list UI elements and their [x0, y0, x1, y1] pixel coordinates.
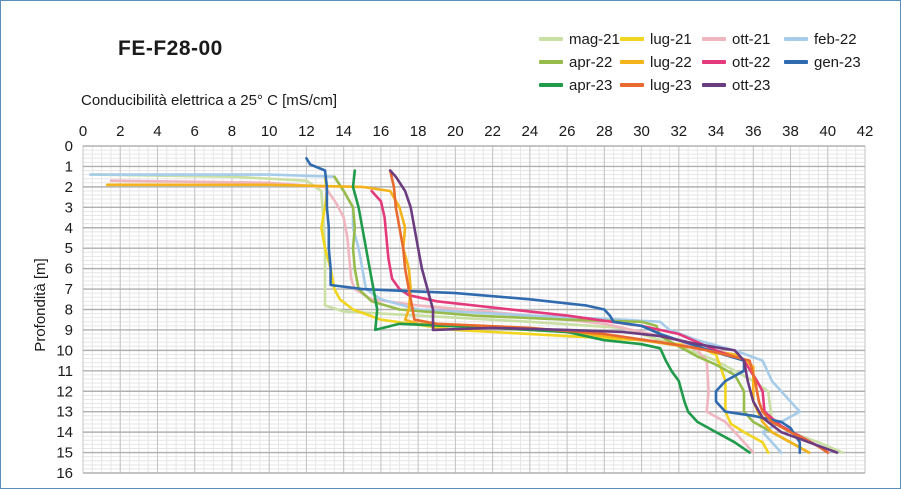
legend-swatch — [539, 60, 563, 64]
x-tick-label: 34 — [708, 123, 725, 140]
series-line-ott-21 — [109, 179, 755, 454]
y-tick-label: 9 — [65, 322, 73, 339]
y-tick-label: 12 — [56, 383, 73, 400]
legend-item: gen-23 — [784, 51, 861, 73]
legend-item: lug-21 — [620, 28, 692, 50]
y-tick-label: 16 — [56, 465, 73, 482]
legend-swatch — [702, 83, 726, 87]
legend-label: ott-23 — [732, 76, 771, 94]
legend-swatch — [784, 60, 808, 64]
series-line-apr-23 — [351, 169, 751, 454]
legend-swatch — [620, 83, 644, 87]
x-tick-label: 32 — [670, 123, 687, 140]
x-tick-label: 38 — [782, 123, 799, 140]
chart-legend: mag-21 lug-21 ott-21 feb-22 apr-22 lug-22 ott-… — [539, 28, 869, 98]
legend-label: lug-21 — [650, 30, 692, 48]
x-tick-labels: 0 2 4 6 8 10 12 14 16 18 20 22 24 26 28 30 32 34 36 38 40 42 — [79, 123, 874, 140]
legend-label: ott-22 — [732, 53, 771, 71]
y-tick-label: 3 — [65, 199, 73, 216]
x-tick-label: 4 — [153, 123, 161, 140]
legend-swatch — [620, 60, 644, 64]
x-tick-label: 20 — [447, 123, 464, 140]
legend-label: apr-22 — [569, 53, 613, 71]
y-axis-title: Profondità [m] — [32, 258, 49, 351]
x-tick-label: 16 — [373, 123, 390, 140]
x-tick-label: 0 — [79, 123, 87, 140]
y-tick-label: 1 — [65, 158, 73, 175]
y-tick-label: 10 — [56, 342, 73, 359]
x-tick-label: 18 — [410, 123, 427, 140]
x-tick-label: 14 — [335, 123, 352, 140]
x-tick-label: 2 — [116, 123, 124, 140]
legend-label: gen-23 — [814, 53, 861, 71]
legend-swatch — [620, 37, 644, 41]
legend-swatch — [784, 37, 808, 41]
x-tick-label: 42 — [857, 123, 874, 140]
y-tick-label: 2 — [65, 179, 73, 196]
x-tick-label: 10 — [261, 123, 278, 140]
x-tick-label: 36 — [745, 123, 762, 140]
chart-title: FE-F28-00 — [118, 37, 223, 60]
x-tick-label: 28 — [596, 123, 613, 140]
y-tick-label: 5 — [65, 240, 73, 257]
major-grid — [82, 145, 866, 474]
x-tick-label: 6 — [191, 123, 199, 140]
legend-item: feb-22 — [784, 28, 857, 50]
y-tick-label: 4 — [65, 220, 73, 237]
y-tick-label: 8 — [65, 302, 73, 319]
legend-label: lug-22 — [650, 53, 692, 71]
x-tick-label: 22 — [484, 123, 501, 140]
x-tick-label: 40 — [819, 123, 836, 140]
x-tick-label: 12 — [298, 123, 315, 140]
y-tick-label: 14 — [56, 424, 73, 441]
legend-item: mag-21 — [539, 28, 620, 50]
legend-swatch — [539, 37, 563, 41]
y-tick-label: 0 — [65, 138, 73, 155]
y-tick-label: 7 — [65, 281, 73, 298]
x-tick-label: 24 — [522, 123, 539, 140]
legend-label: ott-21 — [732, 30, 771, 48]
legend-item: ott-23 — [702, 74, 770, 96]
y-tick-label: 15 — [56, 445, 73, 462]
legend-label: lug-23 — [650, 76, 692, 94]
series-line-ott-23 — [388, 169, 839, 454]
legend-item: lug-23 — [620, 74, 692, 96]
legend-label: mag-21 — [569, 30, 620, 48]
y-tick-label: 13 — [56, 404, 73, 421]
x-tick-label: 30 — [633, 123, 650, 140]
legend-swatch — [539, 83, 563, 87]
series-lines — [89, 157, 844, 454]
legend-item: lug-22 — [620, 51, 692, 73]
legend-item: ott-22 — [702, 51, 770, 73]
x-tick-label: 8 — [228, 123, 236, 140]
legend-swatch — [702, 37, 726, 41]
y-tick-label: 6 — [65, 261, 73, 278]
series-line-lug-23 — [388, 169, 830, 454]
legend-label: feb-22 — [814, 30, 857, 48]
legend-label: apr-23 — [569, 76, 613, 94]
legend-swatch — [702, 60, 726, 64]
legend-item: ott-21 — [702, 28, 770, 50]
legend-item: apr-23 — [539, 74, 612, 96]
legend-item: apr-22 — [539, 51, 612, 73]
y-tick-label: 11 — [57, 363, 73, 380]
x-tick-label: 26 — [559, 123, 576, 140]
x-axis-title: Conducibilità elettrica a 25° C [mS/cm] — [81, 92, 338, 109]
series-line-gen-23 — [305, 157, 802, 454]
